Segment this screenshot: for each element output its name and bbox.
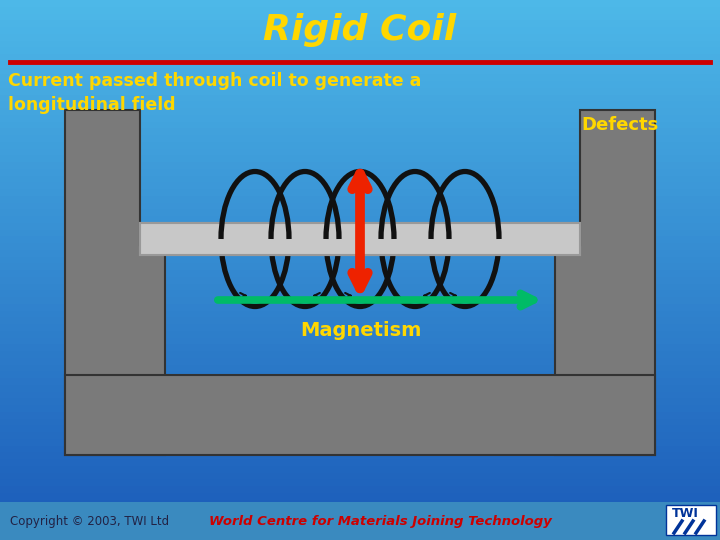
Bar bbox=[0, 53, 720, 60]
Bar bbox=[0, 505, 720, 513]
Bar bbox=[666, 505, 716, 535]
Bar bbox=[0, 154, 720, 162]
Bar bbox=[0, 87, 720, 94]
Bar bbox=[0, 323, 720, 330]
Bar bbox=[0, 384, 720, 392]
Bar bbox=[0, 208, 720, 216]
Bar bbox=[0, 289, 720, 297]
Text: Current passed through coil to generate a
longitudinal field: Current passed through coil to generate … bbox=[8, 72, 421, 113]
Bar bbox=[0, 6, 720, 14]
Bar bbox=[0, 357, 720, 364]
Bar bbox=[0, 114, 720, 122]
Bar bbox=[0, 276, 720, 284]
Bar bbox=[0, 451, 720, 459]
Bar bbox=[0, 397, 720, 405]
Bar bbox=[0, 498, 720, 507]
Bar bbox=[0, 249, 720, 256]
Bar bbox=[0, 242, 720, 249]
Bar bbox=[0, 147, 720, 156]
Bar bbox=[0, 438, 720, 446]
Bar bbox=[0, 431, 720, 438]
Bar bbox=[140, 223, 580, 255]
Bar bbox=[0, 309, 720, 317]
Polygon shape bbox=[65, 110, 165, 455]
Polygon shape bbox=[555, 110, 655, 455]
Bar bbox=[0, 19, 720, 27]
Bar bbox=[0, 33, 720, 40]
Bar bbox=[0, 73, 720, 81]
Bar bbox=[0, 141, 720, 148]
Bar bbox=[0, 235, 720, 243]
Bar bbox=[0, 350, 720, 357]
Bar bbox=[0, 471, 720, 480]
Bar bbox=[0, 174, 720, 183]
Bar bbox=[0, 512, 720, 519]
Bar bbox=[0, 424, 720, 432]
Bar bbox=[0, 519, 720, 526]
Bar bbox=[0, 377, 720, 384]
Text: World Centre for Materials Joining Technology: World Centre for Materials Joining Techn… bbox=[209, 515, 552, 528]
Bar bbox=[0, 201, 720, 209]
Bar bbox=[0, 478, 720, 486]
Bar bbox=[0, 296, 720, 303]
Bar bbox=[0, 458, 720, 465]
Bar bbox=[0, 255, 720, 263]
Bar bbox=[0, 181, 720, 189]
Bar bbox=[0, 195, 720, 202]
Bar bbox=[0, 0, 720, 6]
Bar bbox=[0, 303, 720, 310]
Bar bbox=[0, 411, 720, 418]
Bar bbox=[0, 316, 720, 324]
Bar bbox=[0, 502, 720, 540]
Bar bbox=[0, 80, 720, 87]
Bar bbox=[0, 492, 720, 500]
Bar bbox=[0, 60, 720, 68]
Bar bbox=[0, 262, 720, 270]
Bar bbox=[0, 390, 720, 399]
Bar bbox=[0, 107, 720, 115]
Bar bbox=[0, 222, 720, 230]
Bar bbox=[0, 188, 720, 195]
Bar bbox=[65, 375, 655, 455]
Bar bbox=[0, 485, 720, 492]
Bar bbox=[0, 39, 720, 47]
Bar bbox=[0, 465, 720, 472]
Text: Copyright © 2003, TWI Ltd: Copyright © 2003, TWI Ltd bbox=[10, 515, 169, 528]
Text: TWI: TWI bbox=[672, 507, 698, 520]
Bar bbox=[0, 282, 720, 291]
Text: Magnetism: Magnetism bbox=[300, 321, 421, 340]
Bar bbox=[0, 161, 720, 168]
Bar bbox=[0, 12, 720, 20]
Bar bbox=[0, 215, 720, 222]
Bar bbox=[0, 444, 720, 453]
Bar bbox=[0, 66, 720, 74]
Bar bbox=[0, 46, 720, 54]
Bar bbox=[0, 343, 720, 351]
Bar bbox=[0, 532, 720, 540]
Bar bbox=[0, 93, 720, 102]
Text: Rigid Coil: Rigid Coil bbox=[264, 13, 456, 47]
Bar bbox=[0, 417, 720, 426]
Bar bbox=[0, 127, 720, 135]
Bar bbox=[0, 26, 720, 33]
Bar bbox=[0, 134, 720, 141]
Bar bbox=[0, 370, 720, 378]
Bar bbox=[140, 223, 580, 255]
Bar bbox=[0, 330, 720, 338]
Bar bbox=[0, 336, 720, 345]
Bar bbox=[0, 525, 720, 534]
Text: Defects: Defects bbox=[581, 116, 659, 134]
Bar bbox=[0, 168, 720, 176]
Bar bbox=[0, 404, 720, 411]
Bar bbox=[0, 100, 720, 108]
Bar bbox=[0, 363, 720, 372]
Bar bbox=[0, 269, 720, 276]
Bar bbox=[0, 120, 720, 128]
Bar bbox=[0, 228, 720, 237]
